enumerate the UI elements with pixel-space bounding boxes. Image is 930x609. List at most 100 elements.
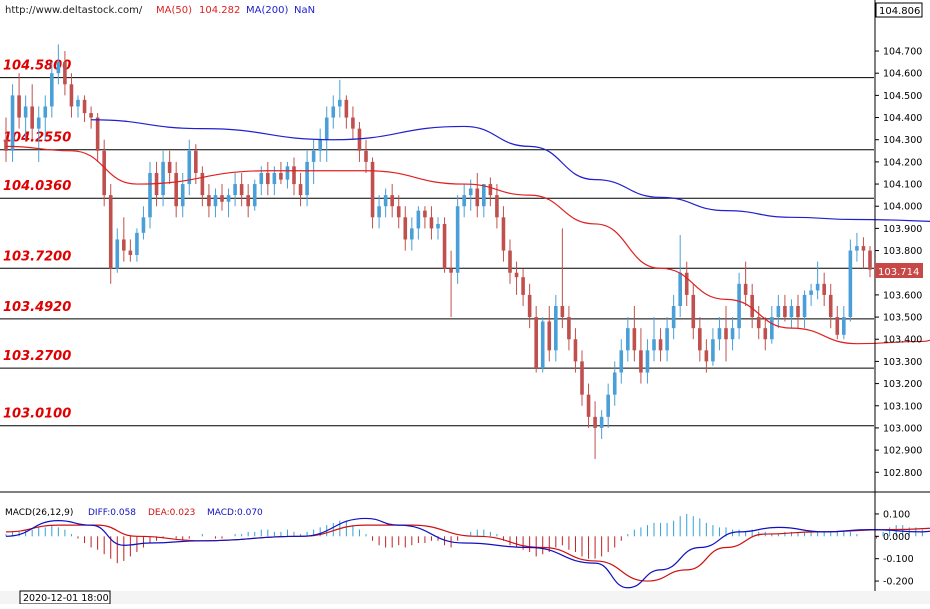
price-tick-label: 104.000 — [883, 202, 922, 213]
candle-body — [750, 294, 754, 318]
candle-body — [822, 283, 826, 295]
candle-body — [495, 195, 499, 218]
ma200-value: NaN — [294, 5, 315, 16]
candle-body — [318, 139, 322, 151]
source-url: http://www.deltastock.com/ — [5, 5, 143, 16]
macd-indicator — [5, 513, 930, 589]
candle-body — [462, 195, 466, 207]
candle-body — [357, 128, 362, 151]
candle-body — [167, 161, 172, 173]
candle-body — [809, 290, 813, 295]
price-tick-label: 103.900 — [883, 224, 922, 235]
candle-body — [442, 223, 447, 269]
candle-body — [128, 250, 133, 255]
candle-body — [344, 99, 349, 118]
candle-body — [403, 217, 408, 240]
candle-body — [56, 62, 61, 74]
candle-body — [619, 350, 624, 373]
support-resistance-levels: 104.5800 104.2550 104.0360 103.7200 103.4920… — [0, 59, 874, 427]
macd-value-label: MACD:0.070 — [207, 508, 263, 518]
price-tick-label: 104.200 — [883, 157, 922, 168]
candle-body — [482, 184, 486, 207]
price-tick-label: 103.800 — [883, 246, 922, 257]
candle-body — [50, 73, 54, 107]
level-label: 103.2700 — [3, 349, 71, 364]
candle-body — [678, 272, 682, 306]
candle-body — [612, 372, 617, 395]
candle-body — [292, 166, 296, 185]
candle-body — [698, 328, 702, 351]
candle-body — [554, 305, 558, 351]
candle-body — [540, 321, 545, 369]
level-label: 103.4920 — [3, 300, 71, 315]
candle-body — [848, 250, 853, 318]
candle-body — [396, 206, 401, 218]
price-tick-label: 104.300 — [883, 135, 922, 146]
price-tick-label: 102.900 — [883, 446, 922, 457]
ma50-line — [5, 145, 930, 345]
candle-body — [652, 339, 656, 351]
price-tick-label: 103.000 — [883, 423, 922, 434]
macd-tick-label: 0.000 — [883, 532, 910, 543]
level-label: 103.0100 — [3, 407, 71, 422]
candle-body — [789, 305, 794, 318]
candle-body — [36, 117, 41, 129]
candle-body — [338, 99, 342, 107]
level-label: 103.7200 — [3, 249, 71, 264]
candle-body — [266, 172, 270, 185]
ma50-value: 104.282 — [199, 5, 240, 16]
level-label: 104.0360 — [3, 179, 71, 194]
candle-body — [626, 328, 630, 351]
candle-body — [89, 113, 93, 118]
top-price-box — [875, 2, 923, 18]
candle-body — [331, 106, 336, 118]
candle-body — [200, 172, 205, 196]
candle-body — [802, 294, 807, 318]
candle-body — [475, 188, 480, 207]
candle-body — [10, 95, 15, 151]
candle-body — [815, 283, 820, 291]
candle-body — [4, 139, 8, 151]
date-label: 2020-12-01 18:00 — [23, 593, 109, 604]
candle-body — [488, 184, 493, 196]
candle-body — [763, 328, 768, 340]
candle-body — [573, 339, 578, 362]
level-label: 104.2550 — [3, 131, 71, 146]
macd-tick-label: 0.100 — [883, 509, 910, 520]
candle-body — [828, 294, 833, 318]
candle-body — [560, 305, 565, 318]
price-tick-label: 104.100 — [883, 180, 922, 191]
candle-body — [76, 99, 80, 107]
level-label: 104.5800 — [3, 59, 71, 74]
price-tick-label: 102.800 — [883, 468, 922, 479]
candle-body — [43, 106, 48, 118]
candle-body — [279, 172, 283, 180]
candle-body — [233, 184, 237, 196]
candle-body — [724, 328, 728, 340]
candle-body — [135, 232, 139, 255]
candle-body — [63, 62, 67, 85]
candle-body — [115, 239, 120, 269]
price-tick-label: 104.700 — [883, 47, 922, 58]
candle-body — [645, 350, 650, 373]
macd-title: MACD(26,12,9) — [5, 508, 73, 518]
macd-dea-line — [5, 524, 930, 582]
macd-tick-label: -0.200 — [883, 577, 914, 588]
candle-body — [730, 328, 735, 340]
candle-body — [632, 328, 637, 351]
current-price-tag — [875, 263, 923, 278]
candle-body — [796, 305, 800, 318]
candle-body — [298, 184, 303, 196]
candle-body — [180, 184, 185, 207]
macd-dea-label: DEA:0.023 — [148, 508, 195, 518]
candle-body — [141, 217, 146, 233]
candle-body — [455, 206, 460, 273]
candle-body — [429, 217, 434, 229]
candle-body — [30, 106, 34, 129]
candle-body — [226, 195, 231, 202]
candle-body — [567, 317, 571, 340]
